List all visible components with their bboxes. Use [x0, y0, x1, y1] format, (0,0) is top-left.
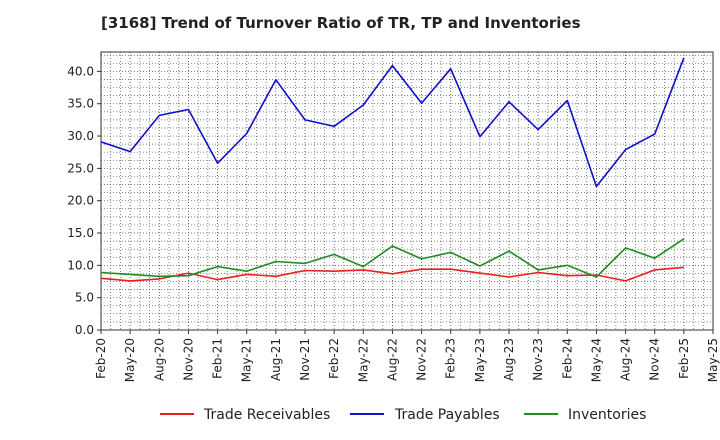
x-tick-label: Nov-23 [531, 338, 545, 381]
plot-area [101, 52, 713, 330]
y-tick-label: 40.0 [67, 64, 94, 78]
plot-frame [100, 51, 714, 331]
x-tick-label: May-20 [123, 338, 137, 382]
y-tick-label: 25.0 [67, 161, 94, 175]
legend-label: Trade Payables [394, 407, 500, 423]
legend-label: Inventories [568, 407, 646, 423]
x-tick-label: Nov-22 [415, 338, 429, 381]
y-tick-label: 35.0 [67, 97, 94, 111]
x-tick-label: Nov-20 [181, 338, 195, 381]
series-line-trade-receivables [100, 266, 684, 282]
x-tick-label: Feb-23 [444, 338, 458, 379]
x-tick-label: May-24 [589, 338, 603, 382]
x-tick-label: Aug-24 [619, 338, 633, 381]
chart-title: [3168] Trend of Turnover Ratio of TR, TP… [101, 14, 581, 32]
x-tick-label: Aug-20 [152, 338, 166, 381]
x-tick-label: Nov-24 [648, 338, 662, 381]
y-tick-label: 0.0 [75, 323, 94, 337]
x-tick-label: Feb-22 [327, 338, 341, 379]
x-tick-label: Nov-21 [298, 338, 312, 381]
x-tick-label: May-22 [356, 338, 370, 382]
series-line-inventories [100, 238, 685, 278]
legend-label: Trade Receivables [203, 407, 330, 423]
x-tick-label: Feb-25 [677, 338, 691, 379]
x-tick-label: Feb-24 [560, 338, 574, 379]
y-tick-label: 15.0 [67, 226, 94, 240]
x-tick-label: Aug-23 [502, 338, 516, 381]
y-tick-label: 5.0 [75, 291, 94, 305]
x-tick-label: Aug-22 [385, 338, 399, 381]
y-tick-label: 20.0 [67, 194, 94, 208]
series-line-trade-payables [100, 57, 685, 188]
x-tick-label: Feb-21 [211, 338, 225, 379]
x-tick-label: Feb-20 [94, 338, 108, 379]
y-tick-label: 10.0 [67, 258, 94, 272]
x-tick-label: Aug-21 [269, 338, 283, 381]
x-tick-label: May-23 [473, 338, 487, 382]
x-tick-label: May-21 [240, 338, 254, 382]
x-tick-label: May-25 [706, 338, 720, 382]
y-tick-label: 30.0 [67, 129, 94, 143]
